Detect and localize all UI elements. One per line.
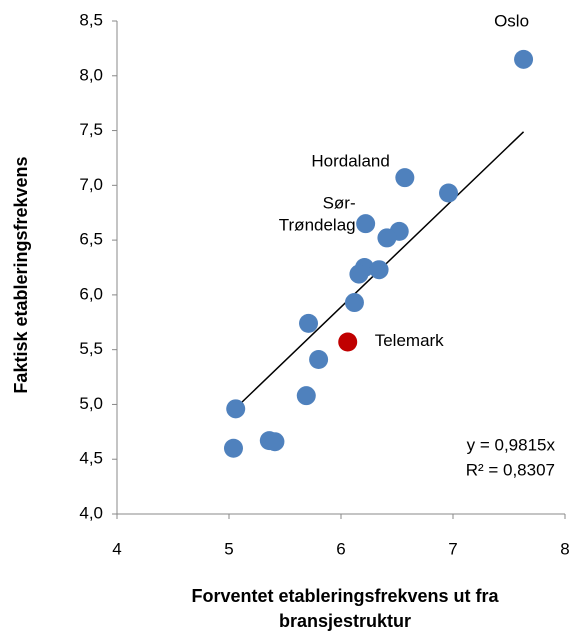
point (344, 293, 364, 313)
y-tick-label: 8,0 (79, 65, 103, 84)
point (265, 432, 285, 452)
y-tick-label: 7,5 (79, 120, 103, 139)
point-label: Sør-Trøndelag (279, 194, 356, 235)
point-label: Hordaland (311, 152, 389, 171)
point (299, 313, 319, 333)
x-tick-label: 4 (112, 539, 121, 558)
point-label: Telemark (375, 331, 444, 350)
point (356, 214, 376, 234)
point-label: Oslo (494, 12, 529, 31)
y-tick-label: 6,5 (79, 230, 103, 249)
point (395, 168, 415, 188)
x-tick-label: 6 (336, 539, 345, 558)
point (377, 228, 397, 248)
y-tick-label: 7,0 (79, 175, 103, 194)
x-tick-label: 8 (560, 539, 569, 558)
point (309, 350, 329, 370)
y-tick-label: 8,5 (79, 10, 103, 29)
y-axis-title: Faktisk etableringsfrekvens (11, 156, 31, 393)
point (296, 386, 316, 406)
x-tick-label: 5 (224, 539, 233, 558)
point (369, 260, 389, 280)
point (226, 399, 246, 419)
x-axis-title: Forventet etableringsfrekvens ut fra bran… (191, 586, 499, 631)
point (338, 332, 358, 352)
point (514, 49, 534, 69)
y-tick-label: 5,0 (79, 394, 103, 413)
y-tick-label: 5,5 (79, 339, 103, 358)
point (349, 264, 369, 284)
trend-equation: y = 0,9815x (467, 435, 556, 454)
trend-r2: R² = 0,8307 (466, 460, 555, 479)
point (223, 438, 243, 458)
y-tick-label: 4,0 (79, 503, 103, 522)
y-tick-label: 4,5 (79, 449, 103, 468)
point (439, 183, 459, 203)
y-tick-label: 6,0 (79, 284, 103, 303)
x-tick-label: 7 (448, 539, 457, 558)
